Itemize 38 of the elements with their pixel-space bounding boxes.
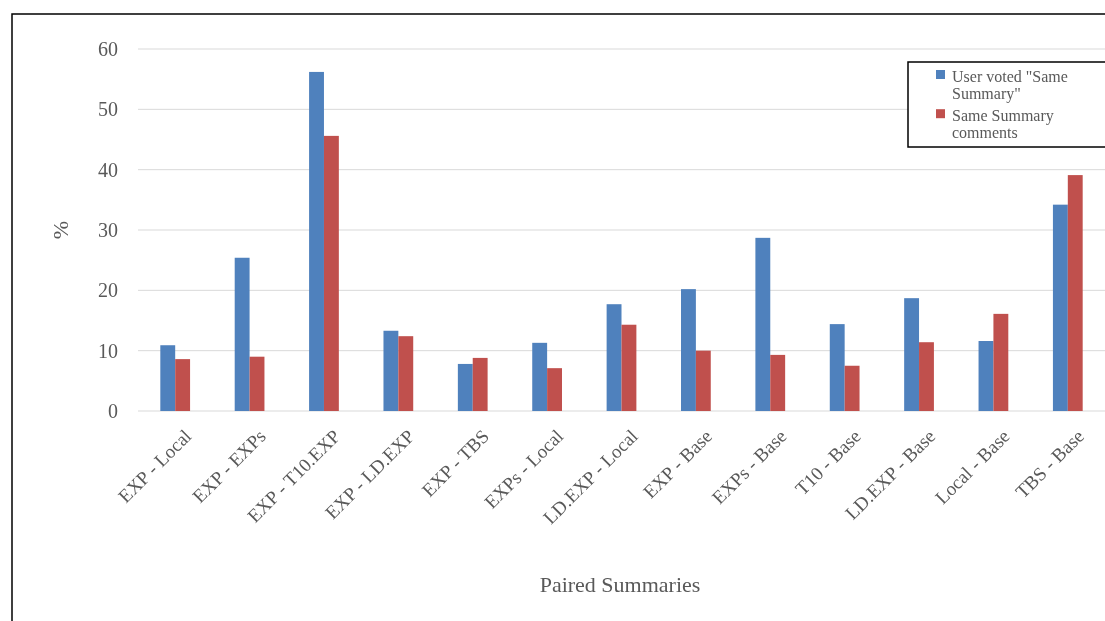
bar [993, 313, 1009, 411]
bar [160, 345, 176, 411]
x-tick-label: TBS - Base [1011, 425, 1089, 503]
legend-label: Same Summary comments [952, 106, 1054, 142]
bar [472, 357, 488, 411]
bar [309, 71, 324, 411]
bar [532, 342, 548, 411]
bar [175, 359, 191, 411]
y-tick-label: 30 [98, 219, 118, 241]
bar [1067, 175, 1083, 411]
bar [249, 356, 265, 411]
bar [606, 304, 622, 411]
bar [770, 354, 786, 411]
bar [844, 365, 860, 411]
bar [755, 237, 771, 411]
y-tick-label: 10 [98, 339, 118, 362]
x-axis-title: Paired Summaries [539, 572, 701, 597]
bar [681, 289, 696, 411]
y-tick-label: 50 [98, 98, 118, 121]
y-axis-title: % [48, 220, 73, 240]
bar [457, 363, 473, 411]
bar [904, 298, 920, 411]
bar [978, 341, 994, 411]
y-tick-label: 60 [98, 38, 118, 60]
y-tick-label: 40 [98, 158, 118, 181]
y-tick-label: 20 [98, 279, 118, 302]
legend-label: User voted "Same Summary" [952, 67, 1068, 104]
bar [234, 257, 250, 411]
bar [621, 324, 637, 411]
bar [383, 330, 399, 411]
bar [919, 342, 934, 411]
bar [695, 350, 711, 411]
bar [398, 336, 414, 411]
bar [323, 135, 339, 411]
bar [1052, 204, 1068, 411]
bar [547, 368, 562, 411]
bar [829, 324, 845, 411]
y-tick-label: 0 [108, 400, 118, 422]
